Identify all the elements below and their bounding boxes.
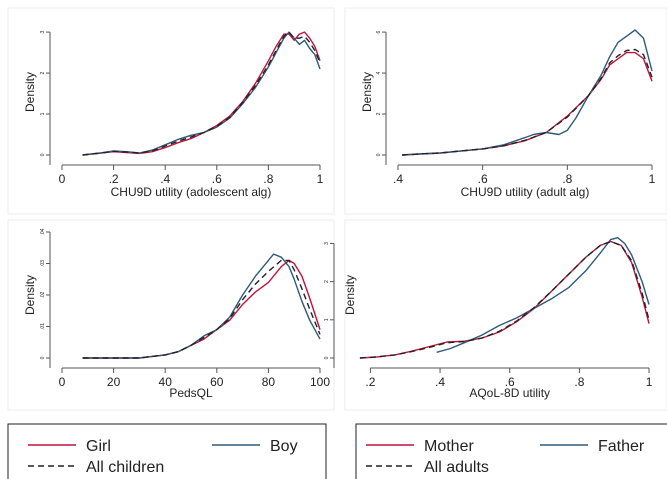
panel-background bbox=[344, 219, 667, 411]
x-tick-label: 60 bbox=[210, 375, 224, 389]
x-tick-label: 1 bbox=[646, 375, 653, 389]
panel-background bbox=[344, 7, 667, 215]
x-axis-title: CHU9D utility (adolescent alg) bbox=[111, 185, 272, 199]
x-tick-label: .2 bbox=[365, 375, 375, 389]
legend-label: All adults bbox=[424, 459, 489, 476]
series-line-father bbox=[436, 236, 650, 353]
y-tick-label: 1 bbox=[324, 318, 330, 321]
x-axis-title: CHU9D utility (adult alg) bbox=[461, 185, 590, 199]
x-tick-label: 40 bbox=[159, 375, 173, 389]
legend-box bbox=[355, 423, 667, 479]
y-tick-label: 3 bbox=[324, 242, 330, 245]
legend-box bbox=[7, 423, 327, 479]
chart-panel-2: 0 2 4 6 .4 .6 .8 1 CHU9D utility (adult alg) Dens… bbox=[344, 7, 667, 215]
x-tick-label: 20 bbox=[107, 375, 121, 389]
panel-background bbox=[7, 7, 335, 215]
y-axis-title: Density bbox=[343, 275, 357, 315]
x-tick-label: 1 bbox=[317, 172, 324, 186]
y-tick-label: .04 bbox=[40, 228, 46, 235]
chart-panel-1: 0 1 2 3 0 .2 .4 .6 .8 1 CHU9D utility (adolescent … bbox=[7, 7, 335, 215]
x-tick-label: .8 bbox=[574, 375, 584, 389]
x-tick-label: .8 bbox=[562, 172, 572, 186]
x-tick-label: .4 bbox=[435, 375, 445, 389]
y-tick-label: .02 bbox=[40, 291, 46, 298]
y-tick-label: 3 bbox=[40, 30, 46, 33]
x-tick-label: .8 bbox=[263, 172, 273, 186]
y-tick-label: 2 bbox=[324, 280, 330, 283]
chart-panel-4: 0 1 2 3 .2 .4 .6 .8 1 AQoL-8D utility Density bbox=[324, 219, 667, 411]
y-tick-label: 2 bbox=[40, 71, 46, 74]
x-tick-label: .6 bbox=[212, 172, 222, 186]
y-tick-label: 4 bbox=[376, 71, 382, 74]
y-axis-title: Density bbox=[360, 72, 374, 112]
legend-2: Mother Father All adults bbox=[355, 423, 667, 479]
y-tick-label: .01 bbox=[40, 323, 46, 330]
x-tick-label: .6 bbox=[505, 375, 515, 389]
y-tick-label: 0 bbox=[376, 153, 382, 156]
x-tick-label: 80 bbox=[262, 375, 276, 389]
legend-label: All children bbox=[86, 459, 164, 476]
y-axis-title: Density bbox=[23, 275, 37, 315]
y-tick-label: .03 bbox=[40, 260, 46, 267]
x-tick-label: 0 bbox=[59, 172, 66, 186]
y-tick-label: 1 bbox=[40, 112, 46, 115]
x-tick-label: 100 bbox=[310, 375, 330, 389]
x-axis-title: PedsQL bbox=[169, 386, 213, 400]
y-tick-label: 6 bbox=[376, 30, 382, 33]
x-tick-label: 1 bbox=[649, 172, 656, 186]
series-line-all-children bbox=[82, 259, 321, 359]
series-line-all-children bbox=[82, 31, 321, 156]
x-axis-title: AQoL-8D utility bbox=[469, 386, 550, 400]
y-tick-label: 0 bbox=[324, 356, 330, 359]
y-tick-label: 0 bbox=[40, 153, 46, 156]
x-tick-label: .4 bbox=[393, 172, 403, 186]
series-line-all-adults bbox=[359, 240, 650, 359]
legend-label: Girl bbox=[86, 438, 111, 455]
x-tick-label: .2 bbox=[109, 172, 119, 186]
legend-label: Mother bbox=[424, 438, 474, 455]
y-axis-title: Density bbox=[23, 72, 37, 112]
legend-label: Father bbox=[598, 438, 645, 455]
y-tick-label: 2 bbox=[376, 112, 382, 115]
x-tick-label: 0 bbox=[59, 375, 66, 389]
legend-1: Girl Boy All children bbox=[7, 423, 327, 479]
series-line-all-adults bbox=[402, 48, 653, 156]
legend-label: Boy bbox=[270, 438, 298, 455]
panel-background bbox=[7, 219, 335, 411]
y-tick-label: 0 bbox=[40, 356, 46, 359]
x-tick-label: .6 bbox=[478, 172, 488, 186]
x-tick-label: .4 bbox=[160, 172, 170, 186]
